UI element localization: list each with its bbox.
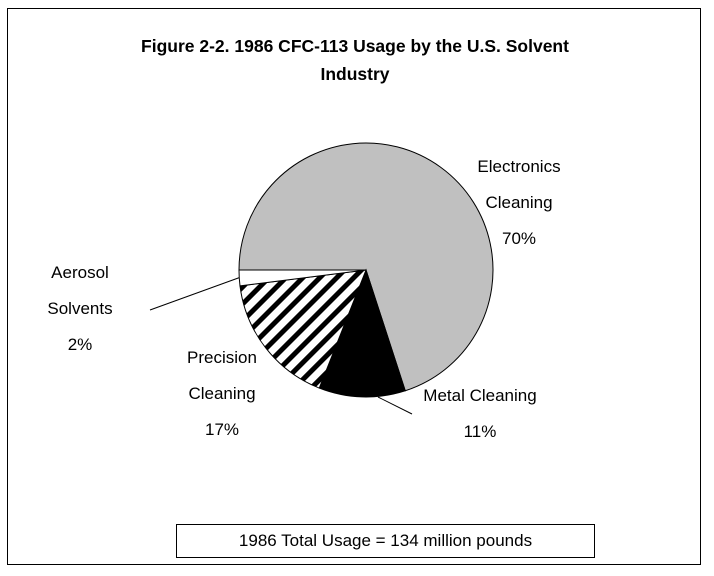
leader-line xyxy=(377,396,413,415)
category-label: Electronics Cleaning xyxy=(477,157,561,212)
slice-label: Precision Cleaning 17% xyxy=(167,340,277,448)
slice-label: Metal Cleaning 11% xyxy=(400,378,560,450)
chart-title: Figure 2-2. 1986 CFC-113 Usage by the U.… xyxy=(141,36,569,84)
value-label: 2% xyxy=(67,335,93,354)
slice-label: Aerosol Solvents 2% xyxy=(25,255,135,363)
leader-line xyxy=(149,276,242,311)
value-label: 11% xyxy=(463,422,497,441)
pie-slice xyxy=(238,269,367,287)
value-label: 17% xyxy=(204,420,240,439)
annotation: 1986 Total Usage = 134 million pounds xyxy=(176,524,595,558)
pie-slice xyxy=(238,142,494,392)
pie-slice xyxy=(318,268,406,398)
value-label: 70% xyxy=(501,229,537,248)
pie-slice xyxy=(239,269,367,389)
category-label: Precision Cleaning xyxy=(187,348,257,403)
category-label: Metal Cleaning xyxy=(423,386,537,405)
category-label: Aerosol Solvents xyxy=(47,263,113,318)
slice-label: Electronics Cleaning 70% xyxy=(464,149,574,257)
chart-frame xyxy=(7,8,701,565)
